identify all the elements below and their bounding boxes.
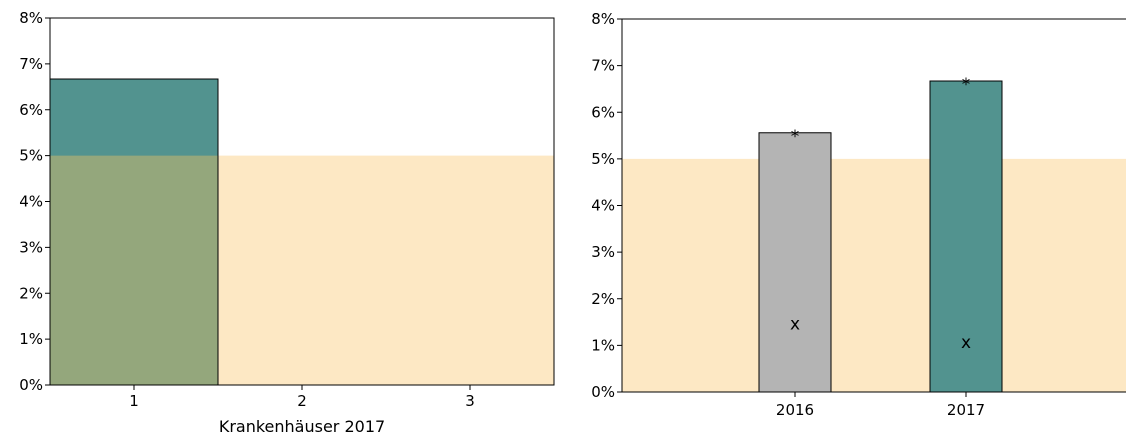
y-tick-label: 8% <box>591 10 615 28</box>
x-axis-title-left: Krankenhäuser 2017 <box>219 417 385 436</box>
y-tick-label: 4% <box>19 193 43 211</box>
y-tick-label: 3% <box>19 238 43 256</box>
y-tick-label: 1% <box>19 330 43 348</box>
y-tick-label: 8% <box>19 9 43 27</box>
x-axis-left: 1 2 3 <box>129 385 475 410</box>
reference-band-right <box>622 158 1126 392</box>
y-axis-left: 0% 1% 2% 3% 4% 5% 6% 7% 8% <box>19 9 50 394</box>
y-tick-label: 7% <box>19 55 43 73</box>
bar-2016 <box>758 132 832 393</box>
x-tick-label: 2 <box>297 392 307 410</box>
x-tick-label: 1 <box>129 392 139 410</box>
x-axis-right: 2016 2017 <box>776 392 985 419</box>
y-tick-label: 6% <box>591 103 615 121</box>
y-axis-right: 0% 1% 2% 3% 4% 5% 6% 7% 8% <box>591 10 622 401</box>
y-tick-label: 1% <box>591 336 615 354</box>
y-tick-label: 7% <box>591 57 615 75</box>
y-tick-label: 0% <box>19 376 43 394</box>
chart-left: 0% 1% 2% 3% 4% 5% 6% 7% 8% 1 2 3 Krankenhäuser 201… <box>19 9 555 436</box>
x-tick-label: 2016 <box>776 401 814 419</box>
y-tick-label: 5% <box>19 147 43 165</box>
y-tick-label: 6% <box>19 101 43 119</box>
y-tick-label: 5% <box>591 150 615 168</box>
y-tick-label: 2% <box>19 284 43 302</box>
x-tick-label: 3 <box>465 392 475 410</box>
lower-marker-2017: x <box>961 333 971 353</box>
bar-2017 <box>929 80 1003 393</box>
x-tick-label: 2017 <box>947 401 985 419</box>
upper-marker-2016: * <box>791 127 800 147</box>
chart-right: * x * x 0% 1% 2% 3% 4% 5% 6% 7% 8% 2016 2017 <box>591 10 1126 419</box>
y-tick-label: 3% <box>591 243 615 261</box>
lower-marker-2016: x <box>790 314 800 334</box>
y-tick-label: 4% <box>591 197 615 215</box>
y-tick-label: 2% <box>591 290 615 308</box>
y-tick-label: 0% <box>591 383 615 401</box>
bar-band-overlap <box>50 155 218 385</box>
bars-right: * x * x <box>758 75 1003 393</box>
upper-marker-2017: * <box>962 75 971 95</box>
